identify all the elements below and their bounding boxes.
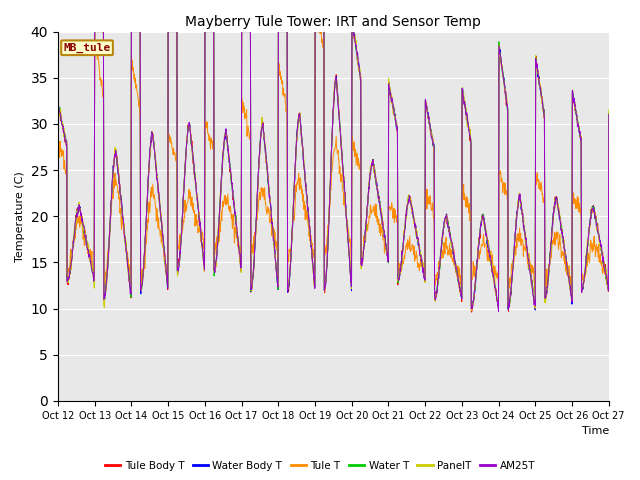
Tule Body T	[239, 29, 246, 35]
Tule Body T	[468, 309, 476, 315]
PanelT	[177, 241, 184, 247]
Water T	[540, 110, 548, 116]
Text: MB_tule: MB_tule	[63, 43, 111, 53]
Tule Body T	[54, 97, 61, 103]
Tule T	[177, 240, 184, 245]
Line: AM25T: AM25T	[58, 32, 609, 312]
Legend: Tule Body T, Water Body T, Tule T, Water T, PanelT, AM25T: Tule Body T, Water Body T, Tule T, Water…	[100, 456, 540, 475]
PanelT	[164, 278, 172, 284]
Tule Body T	[492, 289, 499, 295]
Tule Body T	[177, 240, 184, 246]
Tule T	[419, 264, 427, 270]
Tule T	[311, 29, 319, 35]
AM25T	[419, 265, 427, 271]
Tule T	[492, 263, 499, 269]
Water Body T	[91, 29, 99, 35]
AM25T	[177, 241, 184, 247]
PanelT	[239, 29, 246, 35]
PanelT	[91, 29, 99, 35]
Tule T	[238, 98, 246, 104]
AM25T	[91, 29, 99, 35]
Line: Water T: Water T	[58, 32, 609, 310]
Tule Body T	[605, 112, 612, 118]
AM25T	[495, 309, 502, 314]
Water Body T	[164, 279, 172, 285]
Tule Body T	[91, 29, 99, 35]
AM25T	[492, 285, 499, 291]
AM25T	[54, 101, 61, 107]
Water Body T	[605, 110, 612, 116]
Water T	[54, 101, 61, 107]
Title: Mayberry Tule Tower: IRT and Sensor Temp: Mayberry Tule Tower: IRT and Sensor Temp	[186, 15, 481, 29]
Water Body T	[239, 29, 246, 35]
PanelT	[540, 109, 548, 115]
Water T	[492, 283, 499, 289]
Water T	[239, 29, 246, 35]
Tule Body T	[540, 115, 548, 120]
Tule T	[540, 197, 548, 203]
Water T	[91, 29, 99, 35]
PanelT	[54, 99, 61, 105]
Line: Tule T: Tule T	[58, 32, 609, 289]
AM25T	[239, 29, 246, 35]
Water Body T	[54, 106, 61, 111]
Water T	[605, 110, 612, 116]
Tule T	[54, 126, 61, 132]
Water Body T	[540, 110, 548, 116]
X-axis label: Time: Time	[582, 426, 609, 436]
Line: PanelT: PanelT	[58, 32, 609, 311]
AM25T	[540, 111, 548, 117]
Line: Tule Body T: Tule Body T	[58, 32, 609, 312]
Line: Water Body T: Water Body T	[58, 32, 609, 310]
Water Body T	[419, 266, 427, 272]
Tule T	[605, 185, 612, 191]
Water Body T	[531, 307, 539, 313]
Water Body T	[492, 283, 499, 288]
Water T	[177, 242, 184, 248]
Tule T	[531, 287, 539, 292]
Water T	[495, 307, 502, 313]
PanelT	[419, 260, 427, 265]
AM25T	[164, 283, 172, 288]
PanelT	[605, 107, 612, 113]
Water T	[164, 283, 172, 288]
PanelT	[492, 288, 499, 294]
Water T	[419, 266, 427, 272]
Tule Body T	[164, 279, 172, 285]
PanelT	[467, 308, 475, 313]
Tule Body T	[419, 267, 427, 273]
Tule T	[163, 271, 171, 277]
Water Body T	[177, 240, 184, 246]
Y-axis label: Temperature (C): Temperature (C)	[15, 171, 25, 262]
AM25T	[605, 112, 612, 118]
